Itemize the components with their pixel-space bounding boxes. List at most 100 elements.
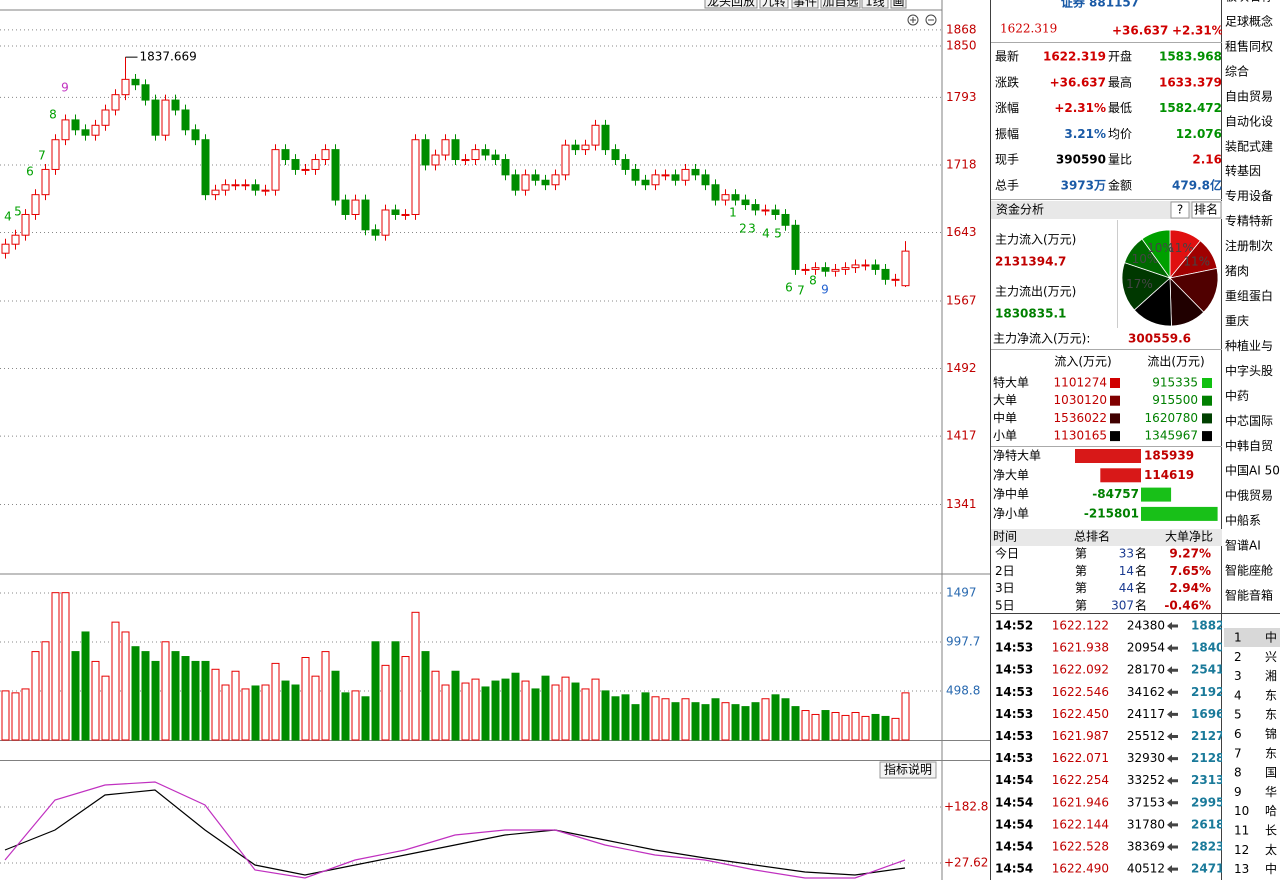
candle-body bbox=[211, 189, 220, 196]
sector-name: 中俄贸易 bbox=[1225, 488, 1273, 503]
color-swatch bbox=[1110, 413, 1120, 424]
net-label: 主力净流入(万元): bbox=[993, 332, 1090, 346]
tick-time: 14:53 bbox=[995, 641, 1033, 655]
volume-bar bbox=[161, 641, 170, 741]
candle-body bbox=[591, 124, 600, 146]
field-label: 总手 bbox=[995, 179, 1019, 193]
volume-bar bbox=[791, 706, 800, 741]
candle-body bbox=[391, 209, 400, 215]
sector-name: 重庆 bbox=[1225, 314, 1249, 328]
candle-body bbox=[491, 154, 500, 161]
toolbar-button[interactable] bbox=[704, 0, 758, 9]
candle-body bbox=[891, 278, 900, 281]
indicator-button[interactable] bbox=[879, 761, 937, 779]
stock-name: 华 bbox=[1265, 785, 1277, 799]
tick-count: 2192 bbox=[1191, 685, 1224, 699]
pie-label: 11% bbox=[1183, 254, 1210, 268]
outflow-label: 主力流出(万元) bbox=[995, 285, 1076, 299]
outflow-cell: 915500 bbox=[1152, 393, 1198, 407]
candle-body bbox=[141, 84, 150, 101]
stock-name: 湘 bbox=[1265, 668, 1277, 683]
candle-body bbox=[191, 129, 200, 141]
volume-bar bbox=[61, 592, 70, 741]
sector-name: 板块名称 bbox=[1225, 0, 1273, 4]
candle-body bbox=[691, 168, 700, 176]
direction-arrow bbox=[1167, 754, 1178, 763]
tick-time: 14:53 bbox=[995, 685, 1033, 699]
candle-body bbox=[241, 184, 250, 187]
stock-name: 东 bbox=[1265, 708, 1277, 722]
sector-name: 专精特新 bbox=[1225, 213, 1273, 228]
rank-number: 44 bbox=[1119, 581, 1134, 595]
stock-rank: 2 bbox=[1234, 650, 1242, 664]
candle-body bbox=[121, 78, 130, 96]
toolbar-button[interactable] bbox=[890, 0, 907, 9]
volume-bar bbox=[301, 657, 310, 741]
stock-rank: 11 bbox=[1234, 824, 1249, 838]
stock-rank: 13 bbox=[1234, 862, 1249, 876]
net-row-label: 净小单 bbox=[993, 506, 1029, 520]
toolbar-button[interactable] bbox=[861, 0, 889, 9]
volume-bar bbox=[501, 678, 510, 741]
tick-time: 14:54 bbox=[995, 862, 1033, 876]
color-swatch bbox=[1110, 378, 1120, 388]
rank-button[interactable] bbox=[1191, 201, 1222, 219]
volume-bar bbox=[831, 712, 840, 741]
outflow-value: 1830835.1 bbox=[995, 307, 1066, 321]
stock-rank: 7 bbox=[1234, 746, 1242, 760]
candle-body bbox=[841, 267, 850, 270]
rank-suffix: 名 bbox=[1135, 546, 1147, 561]
tick-time: 14:54 bbox=[995, 795, 1033, 809]
help-button[interactable] bbox=[1170, 201, 1190, 219]
toolbar-button[interactable] bbox=[820, 0, 861, 9]
candle-body bbox=[401, 213, 410, 216]
volume-bar bbox=[251, 685, 260, 741]
sequence-label: 8 bbox=[809, 274, 817, 288]
volume-bar bbox=[81, 631, 90, 741]
field-label: 涨跌 bbox=[995, 74, 1019, 89]
tick-price: 1622.254 bbox=[1052, 773, 1109, 787]
toolbar-button[interactable] bbox=[759, 0, 789, 9]
net-bar bbox=[1141, 506, 1218, 521]
tick-volume: 20954 bbox=[1127, 641, 1165, 655]
color-swatch bbox=[1202, 431, 1212, 442]
sector-name: 中芯国际 bbox=[1225, 413, 1273, 428]
candle-body bbox=[231, 184, 240, 187]
candle-body bbox=[671, 174, 680, 181]
candle-body bbox=[471, 149, 480, 161]
volume-bar bbox=[351, 690, 360, 741]
rank-ratio: 9.27% bbox=[1169, 547, 1211, 561]
candle-body bbox=[1, 243, 10, 254]
field-label: 振幅 bbox=[995, 126, 1019, 141]
volume-bar bbox=[271, 662, 280, 741]
stock-name: 中 bbox=[1265, 861, 1277, 876]
sector-list: 板块名称足球概念租售同权综合自由贸易自动化设装配式建转基因专用设备专精特新注册制… bbox=[1225, 0, 1280, 876]
zoom-in-icon[interactable] bbox=[907, 14, 919, 26]
volume-bar bbox=[611, 696, 620, 741]
candle-body bbox=[641, 179, 650, 186]
tick-count: 2127 bbox=[1191, 729, 1224, 743]
candle-body bbox=[821, 267, 830, 272]
direction-arrow bbox=[1167, 688, 1178, 697]
rank-header: 大单净比 bbox=[1165, 530, 1213, 544]
help-label: ? bbox=[1177, 203, 1183, 217]
volume-bar bbox=[311, 675, 320, 741]
rank-period: 2日 bbox=[995, 564, 1015, 578]
zoom-out-icon[interactable] bbox=[925, 14, 937, 26]
tick-price: 1622.144 bbox=[1052, 817, 1109, 831]
tick-count: 2541 bbox=[1191, 663, 1224, 677]
candle-body bbox=[701, 174, 710, 186]
volume-bar bbox=[261, 684, 270, 741]
toolbar-label: 加自选 bbox=[822, 0, 858, 9]
volume-bar bbox=[451, 670, 460, 741]
volume-bar bbox=[321, 651, 330, 741]
volume-bar bbox=[771, 694, 780, 741]
sector-name: 自动化设 bbox=[1225, 114, 1273, 128]
selected-row bbox=[1224, 628, 1280, 647]
candle-body bbox=[281, 149, 290, 161]
tick-count: 2313 bbox=[1191, 773, 1224, 787]
sector-name: 装配式建 bbox=[1225, 139, 1273, 153]
volume-bar bbox=[721, 702, 730, 741]
toolbar-button[interactable] bbox=[791, 0, 819, 9]
volume-bar bbox=[861, 715, 870, 741]
